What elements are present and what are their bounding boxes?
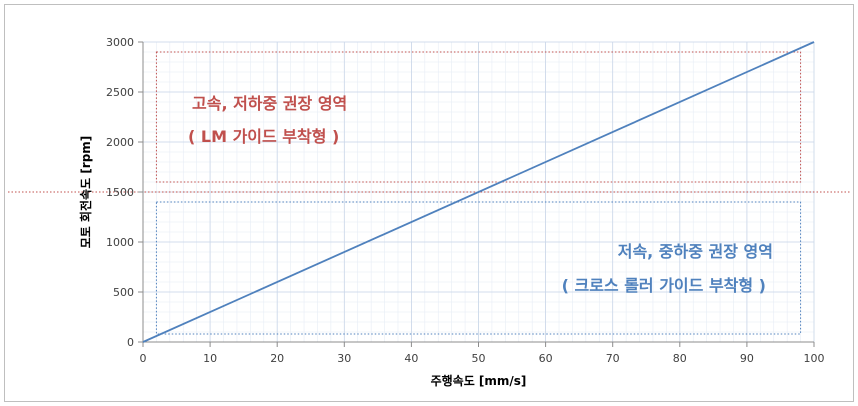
x-tick-label: 20	[270, 352, 284, 365]
y-tick-label: 1000	[106, 236, 134, 249]
region-low-speed-box	[155, 201, 802, 335]
region-low-speed-sublabel: ( 크로스 롤러 가이드 부착형 )	[562, 276, 766, 295]
x-tick-label: 90	[740, 352, 754, 365]
chart-frame	[4, 4, 854, 402]
x-tick-label: 10	[203, 352, 217, 365]
region-high-speed-label: 고속, 저하중 권장 영역	[192, 94, 347, 113]
x-tick-label: 80	[673, 352, 687, 365]
x-tick-labels: 0 10 20 30 40 50 60 70 80 90 100	[140, 352, 825, 365]
y-tick-label: 2000	[106, 136, 134, 149]
series-line	[142, 41, 815, 343]
axes	[138, 41, 815, 347]
x-tick-label: 60	[539, 352, 553, 365]
region-high-speed-sublabel: ( LM 가이드 부착형 )	[188, 127, 339, 146]
series	[142, 41, 815, 343]
x-tick-label: 0	[140, 352, 147, 365]
y-axis-title: 모토 회전속도 [rpm]	[78, 136, 93, 249]
y-tick-label: 2500	[106, 86, 134, 99]
x-tick-label: 40	[404, 352, 418, 365]
y-tick-label: 3000	[106, 36, 134, 49]
y-tick-labels: 0 500 1000 1500 2000 2500 3000	[106, 36, 134, 349]
x-tick-label: 30	[337, 352, 351, 365]
y-tick-label: 1500	[106, 186, 134, 199]
x-tick-label: 100	[804, 352, 825, 365]
x-tick-label: 70	[606, 352, 620, 365]
x-tick-label: 50	[472, 352, 486, 365]
region-low-speed-label: 저속, 중하중 권장 영역	[618, 242, 773, 261]
x-axis-title: 주행속도 [mm/s]	[431, 373, 527, 388]
y-tick-label: 500	[113, 286, 134, 299]
y-tick-label: 0	[127, 336, 134, 349]
regions	[155, 51, 802, 335]
region-high-speed-box	[155, 51, 802, 183]
